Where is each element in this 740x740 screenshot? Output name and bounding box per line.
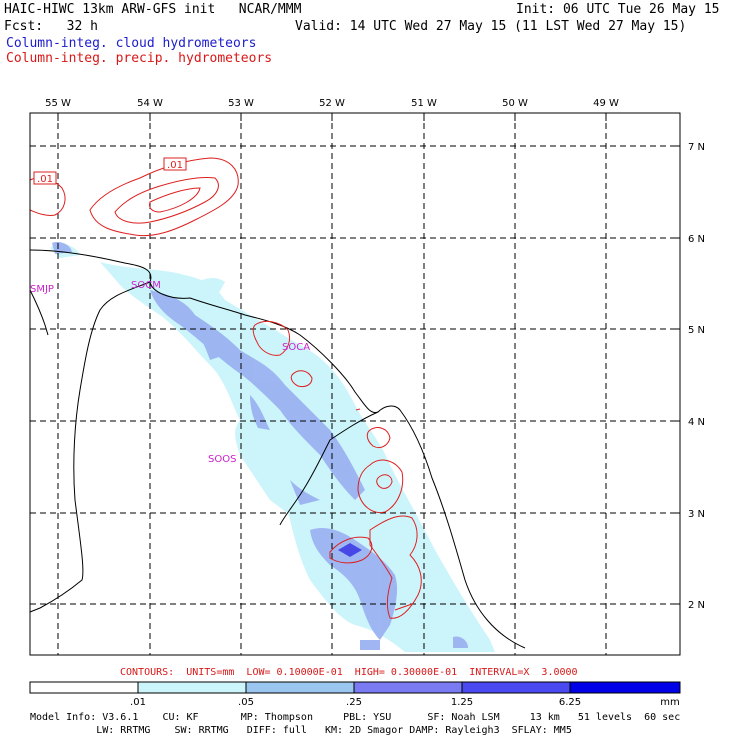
lon-label: 54 W: [137, 98, 163, 109]
colorbar-tick-label: .01: [130, 697, 146, 708]
lat-label: 5 N: [688, 325, 705, 336]
station-label: SMJP: [30, 284, 54, 295]
colorbar-segment: [29, 681, 139, 694]
lon-label: 53 W: [228, 98, 254, 109]
colorbar-tick-label: 6.25: [559, 697, 581, 708]
init-time: Init: 06 UTC Tue 26 May 15: [516, 2, 720, 17]
lat-lon-grid: [30, 113, 680, 655]
lat-label: 3 N: [688, 509, 705, 520]
coastline-borders: [29, 249, 526, 649]
colorbar-segment: [353, 681, 463, 694]
colorbar-tick-label: .05: [238, 697, 254, 708]
colorbar-segment: [461, 681, 571, 694]
colorbar-tick-label: .25: [346, 697, 362, 708]
lon-label: 55 W: [45, 98, 71, 109]
field-precip-label: Column-integ. precip. hydrometeors: [6, 51, 273, 66]
lat-label: 4 N: [688, 417, 705, 428]
valid-time: Valid: 14 UTC Wed 27 May 15 (11 LST Wed …: [295, 19, 687, 34]
colorbar-tick-label: 1.25: [451, 697, 473, 708]
colorbar-segment: [245, 681, 355, 694]
lon-labels: 55 W 54 W 53 W 52 W 51 W 50 W 49 W: [45, 98, 619, 109]
field-cloud-label: Column-integ. cloud hydrometeors: [6, 36, 257, 51]
lat-labels: 7 N 6 N 5 N 4 N 3 N 2 N: [688, 142, 705, 611]
lon-label: 51 W: [411, 98, 437, 109]
precip-contours: [29, 157, 422, 619]
station-label: SOCA: [282, 342, 310, 353]
contour-label: .01: [37, 174, 53, 185]
contours-info: CONTOURS: UNITS=mm LOW= 0.10000E-01 HIGH…: [120, 667, 578, 678]
lat-label: 7 N: [688, 142, 705, 153]
lat-label: 2 N: [688, 600, 705, 611]
lon-label: 52 W: [319, 98, 345, 109]
lat-label: 6 N: [688, 234, 705, 245]
model-title: HAIC-HIWC 13km ARW-GFS init NCAR/MMM: [4, 2, 302, 17]
station-label: SOOS: [208, 454, 236, 465]
colorbar-segment: [137, 681, 247, 694]
axis-ticks: [57, 113, 680, 605]
station-labels: SMJP SOCM SOCA SOOS: [30, 280, 310, 465]
model-info-line1: Model Info: V3.6.1 CU: KF MP: Thompson P…: [30, 712, 681, 723]
model-info-line2: LW: RRTMG SW: RRTMG DIFF: full KM: 2D Sm…: [30, 725, 572, 736]
lon-label: 50 W: [502, 98, 528, 109]
colorbar-units: mm: [660, 697, 679, 708]
contour-label-box: [163, 157, 187, 171]
colorbar: [29, 681, 681, 694]
colorbar-ticks: .01 .05 .25 1.25 6.25 mm: [130, 697, 680, 708]
station-label: SOCM: [131, 280, 161, 291]
map-frame: [29, 112, 681, 656]
cloud-dark-core: [338, 543, 362, 557]
contour-label: .01: [167, 160, 183, 171]
forecast-hour: Fcst: 32 h: [4, 19, 98, 34]
colorbar-segment: [569, 681, 681, 694]
contour-label-box: [33, 171, 57, 185]
lon-label: 49 W: [593, 98, 619, 109]
